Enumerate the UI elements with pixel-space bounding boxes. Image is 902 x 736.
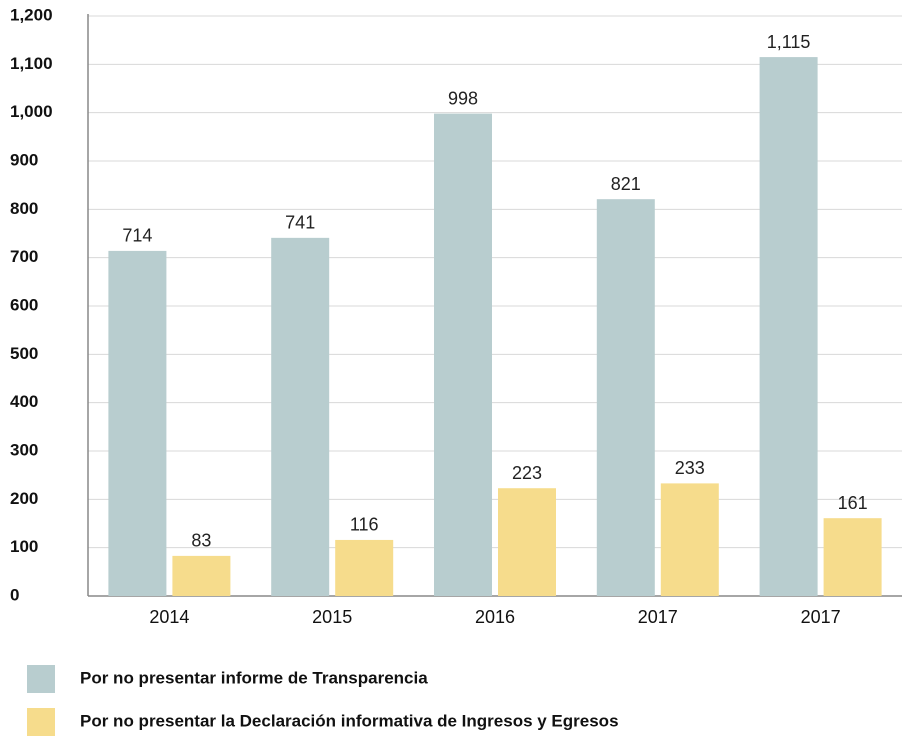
value-label: 714 <box>122 226 152 246</box>
bar <box>823 518 882 596</box>
x-tick-label: 2017 <box>801 607 841 627</box>
value-label: 223 <box>512 463 542 483</box>
value-label: 233 <box>675 458 705 478</box>
y-tick-label: 400 <box>10 392 38 411</box>
bar <box>172 555 231 596</box>
y-tick-label: 500 <box>10 344 38 363</box>
value-label: 83 <box>191 531 211 551</box>
value-label: 116 <box>350 515 379 535</box>
x-tick-label: 2016 <box>475 607 515 627</box>
y-tick-label: 700 <box>10 247 38 266</box>
legend-swatch <box>27 708 55 736</box>
bar <box>596 199 655 596</box>
value-label: 821 <box>611 174 641 194</box>
bar <box>271 237 330 596</box>
y-tick-label: 300 <box>10 440 38 459</box>
legend-label: Por no presentar la Declaración informat… <box>80 711 619 730</box>
x-tick-label: 2017 <box>638 607 678 627</box>
value-label: 161 <box>838 493 868 513</box>
legend-swatch <box>27 665 55 693</box>
bar <box>108 250 167 596</box>
bar <box>434 113 492 596</box>
x-tick-label: 2014 <box>149 607 189 627</box>
y-tick-label: 1,200 <box>10 5 53 24</box>
x-tick-label: 2015 <box>312 607 352 627</box>
y-tick-label: 900 <box>10 150 38 169</box>
y-tick-label: 600 <box>10 295 38 314</box>
y-tick-label: 200 <box>10 489 38 508</box>
bar <box>759 57 818 597</box>
bar <box>660 483 719 596</box>
y-tick-label: 1,000 <box>10 102 53 121</box>
bar <box>498 488 556 596</box>
value-label: 741 <box>285 213 315 233</box>
y-tick-label: 800 <box>10 199 38 218</box>
legend-label: Por no presentar informe de Transparenci… <box>80 668 428 687</box>
y-tick-label: 0 <box>10 585 19 604</box>
y-tick-label: 100 <box>10 537 38 556</box>
y-tick-label: 1,100 <box>10 54 53 73</box>
value-label: 998 <box>448 88 478 108</box>
bar <box>335 539 394 596</box>
value-label: 1,115 <box>767 32 811 52</box>
